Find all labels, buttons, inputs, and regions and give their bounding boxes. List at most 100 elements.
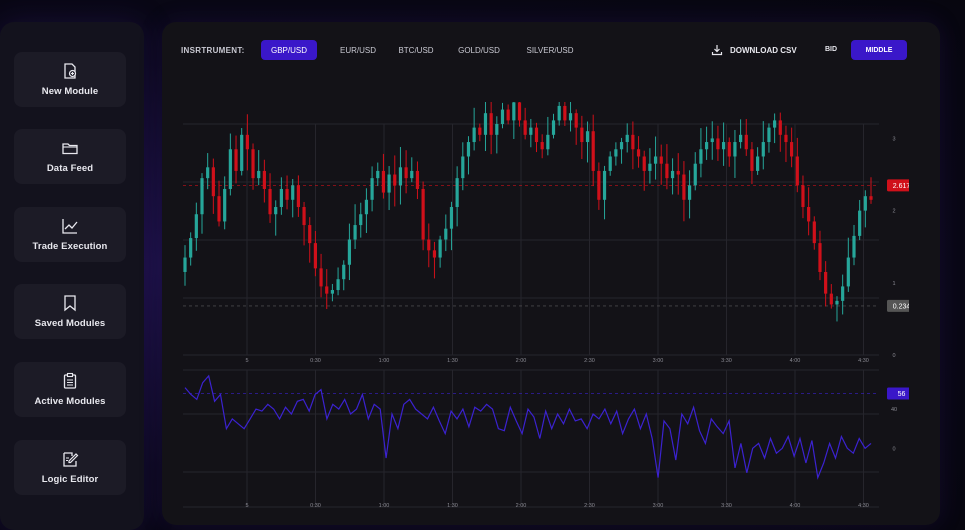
y-tick-label: 40 (891, 407, 897, 413)
edit-icon (63, 452, 79, 467)
sidebar-item-trade-execution[interactable]: Trade Execution (14, 207, 126, 262)
tab-eur-usd[interactable]: EUR/USD (339, 45, 376, 55)
bid-toggle[interactable]: BID (825, 46, 838, 53)
bookmark-icon (64, 295, 76, 312)
candle-body (773, 120, 777, 128)
candle-body (841, 286, 845, 301)
price-marker-label: 2.617 (893, 183, 909, 190)
candle-body (432, 250, 437, 258)
candle-body (619, 142, 624, 150)
candle-body (489, 113, 493, 135)
x-tick-label: 0:30 (310, 358, 321, 364)
download-icon (711, 45, 723, 56)
candle-body (381, 170, 386, 193)
candle-body (228, 149, 232, 189)
candle-body (415, 170, 420, 189)
candle-body (756, 156, 760, 171)
candle-body (472, 127, 476, 143)
sidebar-item-data-feed[interactable]: Data Feed (14, 129, 126, 184)
candle-body (693, 163, 697, 186)
price-chart[interactable]: 5 5 0:30 0:30 1:00 1:00 1:30 1:30 2:00 2:00 2:30 2:… (179, 102, 909, 512)
candle-body (687, 185, 692, 200)
sidebar-item-new-module[interactable]: New Module (14, 52, 126, 107)
indicator-line (184, 374, 872, 480)
price-marker-badge (887, 179, 909, 192)
candle-body (455, 178, 459, 208)
x-tick-label: 4:00 (790, 358, 801, 364)
candle-body (483, 113, 488, 135)
middle-toggle[interactable]: MIDDLE (851, 40, 907, 60)
sidebar-item-label: Data Feed (46, 163, 94, 174)
candle-body (245, 134, 249, 150)
candle-body (183, 257, 187, 272)
sidebar-item-logic-editor[interactable]: Logic Editor (14, 440, 126, 495)
candle-body (614, 149, 618, 157)
tab-gold-usd[interactable]: GOLD/USD (458, 45, 500, 55)
tab-silver-usd[interactable]: SILVER/USD (526, 45, 574, 55)
sidebar-item-label: Active Modules (34, 396, 106, 407)
candle-body (721, 142, 726, 150)
candle-body (359, 214, 363, 226)
candle-body (716, 138, 720, 150)
candle-body (704, 142, 709, 150)
candle-body (257, 170, 261, 179)
candle-body (767, 127, 771, 143)
candle-body (410, 170, 414, 179)
candle-body (404, 167, 408, 179)
candle-body (807, 207, 811, 222)
x-tick-label: 2:00 (516, 503, 527, 509)
candle-body (234, 149, 238, 171)
x-tick-label: 4:30 (858, 358, 869, 364)
candle-body (534, 127, 539, 143)
x-tick-label: 1:30 (447, 358, 458, 364)
candle-body (739, 134, 743, 143)
candle-body (727, 142, 731, 157)
x-tick-label: 3:00 (653, 358, 664, 364)
candle-body (631, 134, 635, 150)
y-tick-label: 1 (892, 281, 895, 287)
indicator-value-badge (887, 387, 909, 400)
candle-body (240, 134, 244, 171)
candle-body (319, 268, 323, 287)
candle-body (189, 238, 193, 258)
x-tick-label: 4:30 (858, 503, 869, 509)
sidebar-item-label: Saved Modules (34, 318, 106, 329)
candle-body (336, 279, 340, 291)
candle-body (659, 156, 663, 164)
candle-body (444, 228, 448, 240)
download-csv-button[interactable]: DOWNLOAD CSV (711, 44, 797, 56)
line-chart-icon (62, 219, 78, 234)
candle-body (625, 134, 629, 143)
x-tick-label: 5 (245, 358, 248, 364)
candle-body (449, 207, 454, 229)
candle-body (750, 149, 754, 171)
candle-body (829, 293, 833, 305)
sidebar-item-saved-modules[interactable]: Saved Modules (14, 284, 126, 339)
candle-body (812, 221, 816, 244)
tab-gbp-usd[interactable]: GBP/USD (261, 40, 317, 60)
candle-body (790, 142, 794, 157)
candle-body (466, 142, 471, 157)
x-tick-label: 2:00 (516, 358, 527, 364)
sidebar: New Module Data Feed Trade Execution Sav… (0, 22, 144, 530)
x-tick-label: 2:30 (584, 503, 595, 509)
candle-body (330, 290, 335, 294)
x-tick-label: 4:00 (790, 503, 801, 509)
candle-body (540, 142, 544, 150)
sidebar-item-label: Trade Execution (32, 241, 108, 252)
tab-btc-usd[interactable]: BTC/USD (398, 45, 434, 55)
candle-body (744, 134, 748, 150)
candle-body (194, 214, 198, 239)
chart-panel: INSRTRUMENT: GBP/USD EUR/USD BTC/USD GOL… (162, 22, 940, 525)
candle-body (778, 120, 782, 135)
candle-body (302, 207, 306, 226)
sidebar-item-active-modules[interactable]: Active Modules (14, 362, 126, 417)
candle-body (858, 210, 862, 236)
candle-body (591, 131, 595, 171)
candle-body (206, 167, 210, 179)
candle-body (733, 142, 737, 157)
candle-body (200, 178, 204, 215)
candle-body (370, 178, 374, 200)
candle-body (478, 127, 482, 135)
candle-body (563, 105, 567, 121)
